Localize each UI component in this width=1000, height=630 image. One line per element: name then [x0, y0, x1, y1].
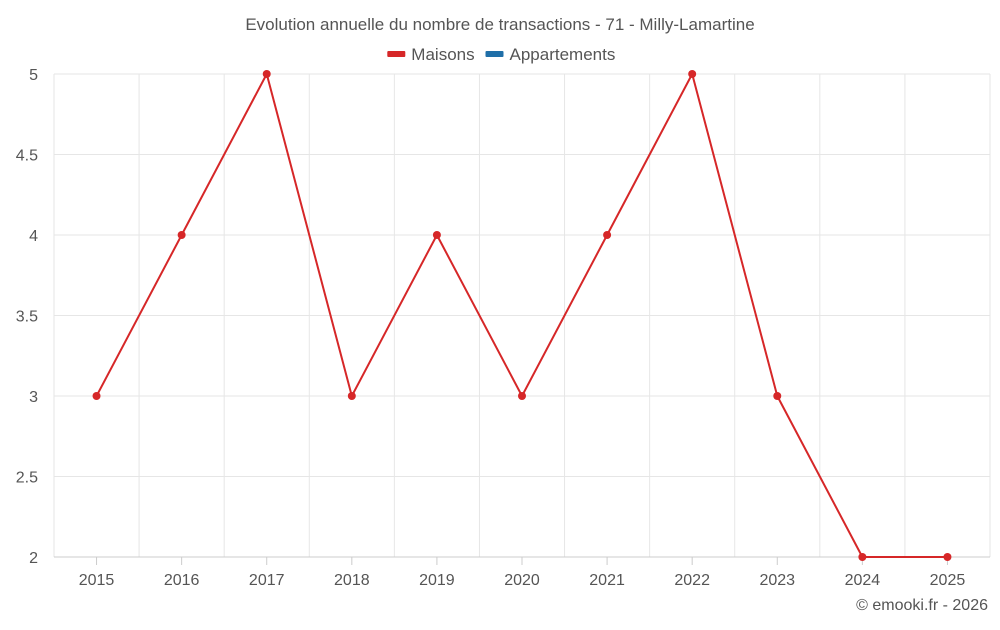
x-tick-label: 2022	[674, 572, 710, 589]
data-point[interactable]	[603, 231, 612, 239]
y-tick-label: 2	[29, 550, 38, 567]
y-tick-label: 5	[29, 67, 38, 84]
legend-label: Appartements	[510, 45, 616, 64]
legend-label: Maisons	[411, 45, 474, 64]
data-point[interactable]	[92, 392, 101, 400]
data-point[interactable]	[347, 392, 356, 400]
y-tick-label: 4	[29, 228, 38, 245]
legend-swatch	[485, 51, 504, 57]
legend-swatch	[387, 51, 406, 57]
series-layer	[92, 70, 952, 561]
x-tick-label: 2021	[589, 572, 625, 589]
x-tick-label: 2018	[334, 572, 370, 589]
x-tick-label: 2020	[504, 572, 540, 589]
y-tick-label: 3.5	[16, 309, 38, 326]
data-point[interactable]	[432, 231, 441, 239]
data-point[interactable]	[943, 553, 952, 561]
credits-text[interactable]: © emooki.fr - 2026	[856, 597, 988, 614]
chart-title: Evolution annuelle du nombre de transact…	[245, 15, 754, 34]
data-point[interactable]	[177, 231, 186, 239]
legend-item-appartements[interactable]: Appartements	[485, 45, 616, 64]
data-point[interactable]	[518, 392, 526, 400]
x-tick-label: 2016	[164, 572, 200, 589]
legend[interactable]: Maisons Appartements	[387, 45, 615, 64]
grid-layer	[53, 73, 991, 558]
x-axis: 2015 2016 2017 2018 2019 2020 2021 2022 2023 2024…	[54, 556, 990, 589]
data-point[interactable]	[262, 70, 271, 78]
data-point[interactable]	[688, 70, 697, 78]
data-point[interactable]	[773, 392, 782, 400]
x-tick-label: 2017	[249, 572, 285, 589]
x-tick-label: 2025	[930, 572, 966, 589]
y-axis: 2 2.5 3 3.5 4 4.5 5	[16, 67, 38, 567]
y-tick-label: 4.5	[16, 148, 38, 165]
y-tick-label: 2.5	[16, 470, 38, 487]
y-tick-label: 3	[29, 389, 38, 406]
x-tick-label: 2015	[79, 572, 115, 589]
x-tick-label: 2019	[419, 572, 455, 589]
x-tick-label: 2024	[845, 572, 881, 589]
legend-item-maisons[interactable]: Maisons	[387, 45, 475, 64]
x-tick-label: 2023	[759, 572, 795, 589]
data-point[interactable]	[858, 553, 867, 561]
